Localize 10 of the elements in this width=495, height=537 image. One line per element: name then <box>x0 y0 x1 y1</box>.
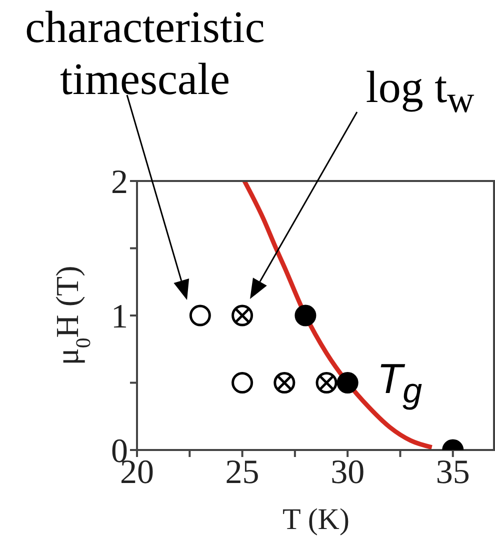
text: log t$_{w}$ <box>364 62 476 122</box>
annotation: T$_{g}$ <box>376 354 424 412</box>
x-axis-title: T (K) <box>282 503 350 536</box>
line-series <box>242 181 434 450</box>
text: characteristic timescale <box>24 2 266 106</box>
x-tick-label: 30 <box>330 454 365 492</box>
y-tick-label: 2 <box>111 164 128 202</box>
y-tick-label: 1 <box>111 298 128 336</box>
x-tick-label: 25 <box>225 454 260 492</box>
x-tick-label: 35 <box>436 454 470 492</box>
